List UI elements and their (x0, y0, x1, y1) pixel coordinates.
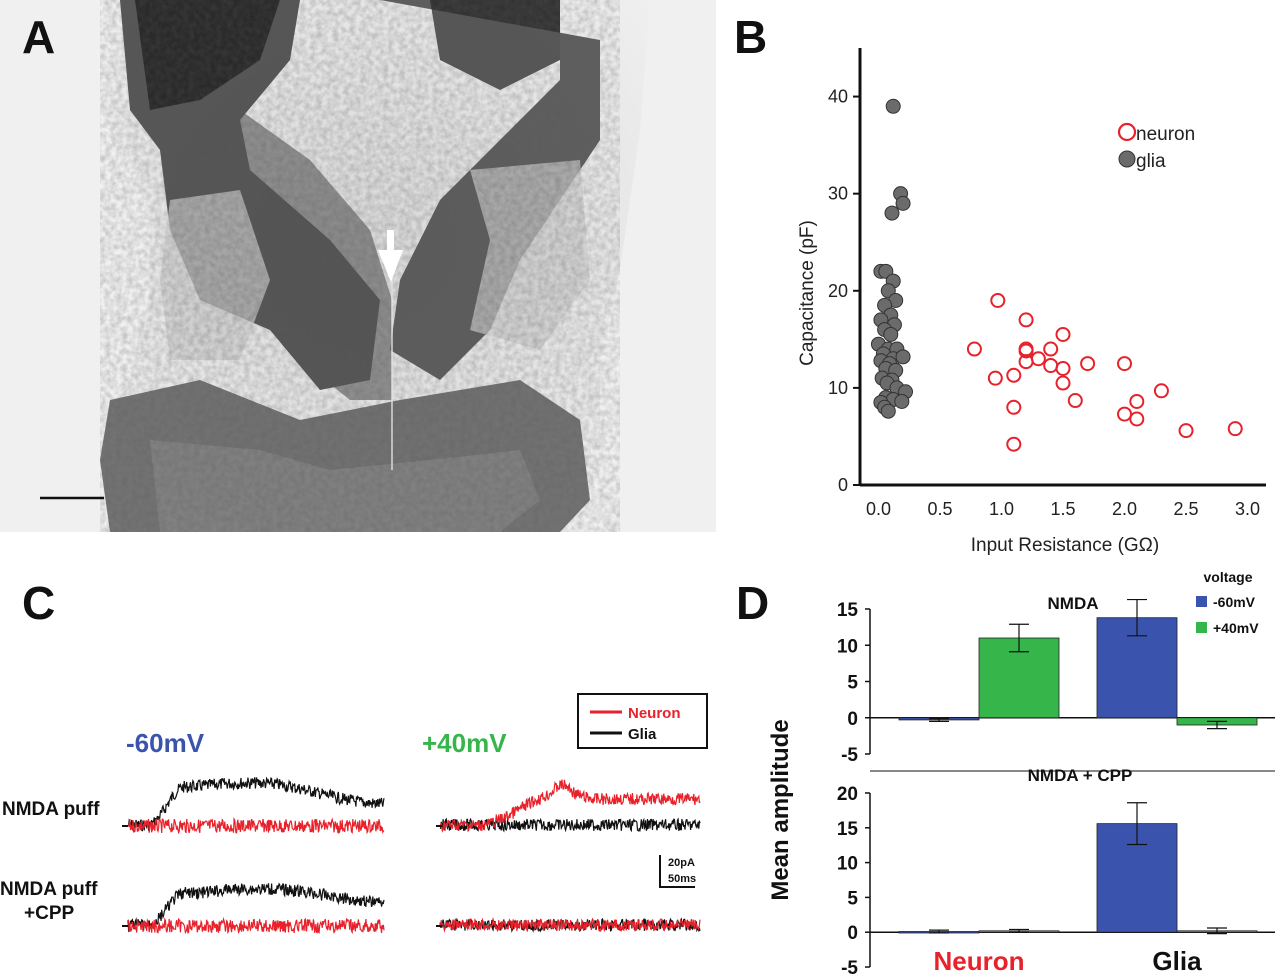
glia-point (895, 195, 911, 211)
micrograph-image (0, 0, 716, 532)
d-top-title: NMDA (1048, 594, 1099, 613)
neuron-point (1055, 375, 1071, 391)
neuron-point (1006, 399, 1022, 415)
glia-point (880, 403, 896, 419)
category-label-neuron: Neuron (934, 946, 1025, 976)
neuron-point (1067, 393, 1083, 409)
d-bottom-y-tick-label: 5 (847, 888, 858, 909)
y-axis-label: Capacitance (pF) (797, 220, 818, 366)
x-tick-label: 2.0 (1112, 499, 1137, 519)
legend-glia-label: glia (1136, 151, 1166, 172)
y-tick-label: 30 (828, 184, 848, 204)
panel-label-c: C (22, 577, 56, 629)
neuron-point (1178, 423, 1194, 439)
panel-label-a: A (22, 11, 56, 63)
scale-current-label: 20pA (668, 857, 695, 869)
glia-point (895, 349, 911, 365)
neuron-point (966, 341, 982, 357)
trace-scale-bar (659, 855, 695, 888)
row-label-nmda-cpp-line1: NMDA puff (0, 879, 98, 900)
legend-neuron-text: Neuron (628, 705, 681, 722)
x-tick-label: 1.0 (989, 499, 1014, 519)
neuron-trace (439, 779, 701, 833)
d-bottom-title: NMDA + CPP (1028, 766, 1133, 785)
d-top-y-tick-label: 10 (837, 636, 858, 657)
neuron-point (1030, 351, 1046, 367)
y-tick-label: 10 (828, 378, 848, 398)
row-label-nmda-puff: NMDA puff (2, 799, 100, 820)
neuron-trace (127, 916, 385, 935)
neuron-point (1043, 341, 1059, 357)
neuron-point (1018, 343, 1034, 359)
y-tick-label: 40 (828, 87, 848, 107)
trace-legend-box (577, 693, 708, 749)
neuron-trace (127, 817, 385, 835)
legend: neuron glia (1117, 122, 1195, 172)
d-top-y-tick-label: 5 (847, 673, 858, 694)
neuron-point (1129, 393, 1145, 409)
d-bottom-y-tick-label: 20 (837, 784, 858, 805)
y-axis-label-d: Mean amplitude (767, 719, 794, 900)
neuron-point (1055, 360, 1071, 376)
neuron-point (1227, 421, 1243, 437)
legend-glia-marker (1118, 150, 1136, 168)
row-label-nmda-cpp-line2: +CPP (24, 903, 74, 924)
x-axis-label: Input Resistance (GΩ) (971, 535, 1159, 556)
neuron-point (1117, 356, 1133, 372)
voltage-label-left: -60mV (126, 728, 205, 758)
neuron-trace (439, 917, 701, 933)
legend-neuron-label: neuron (1136, 124, 1195, 145)
x-tick-label: 2.5 (1174, 499, 1199, 519)
d-bottom-y-tick-label: 10 (837, 854, 858, 875)
neuron-point (990, 292, 1006, 308)
neuron-point (1153, 383, 1169, 399)
neuron-point (1006, 436, 1022, 452)
x-tick-label: 3.0 (1235, 499, 1260, 519)
neuron-point (1043, 358, 1059, 374)
x-tick-label: 1.5 (1050, 499, 1075, 519)
glia-trace (127, 776, 385, 832)
d-bottom-y-tick-label: 15 (837, 819, 859, 840)
neuron-point (1006, 367, 1022, 383)
glia-point (883, 326, 899, 342)
neuron-point (1129, 411, 1145, 427)
glia-point (885, 98, 901, 114)
d-top-y-tick-label: 0 (847, 709, 858, 730)
voltage-label-right: +40mV (422, 728, 507, 758)
legend-neuron-marker (1117, 122, 1137, 142)
d-top-y-tick-label: 15 (837, 600, 859, 621)
panel-label-b: B (734, 11, 768, 63)
d-legend-pos40-label: +40mV (1213, 620, 1259, 636)
d-legend-neg60-label: -60mV (1213, 594, 1256, 610)
d-bottom-y-tick-label: -5 (841, 958, 858, 979)
neuron-point (987, 370, 1003, 386)
legend-glia-text: Glia (628, 726, 657, 743)
bar-charts: Mean amplitude NMDA NMDA + CPP voltage -… (767, 569, 1275, 979)
category-label-glia: Glia (1152, 946, 1202, 976)
scale-time-label: 50ms (668, 873, 696, 885)
current-traces: -60mV +40mV NMDA puff NMDA puff +CPP Neu… (0, 693, 708, 935)
glia-point (894, 393, 910, 409)
x-tick-label: 0.0 (866, 499, 891, 519)
d-top-y-tick-label: -5 (841, 745, 858, 766)
glia-trace (127, 882, 385, 933)
arrow-down-icon (378, 230, 403, 282)
d-legend-neg60-swatch (1196, 596, 1207, 607)
neuron-point (1055, 326, 1071, 342)
scatter-chart: 0 10 20 30 40 0.0 0.5 1.0 1.5 2.0 2.5 3.0 neuron gl… (797, 48, 1266, 556)
neuron-point (1018, 312, 1034, 328)
x-tick-label: 0.5 (927, 499, 952, 519)
d-bottom-y-tick-label: 0 (847, 923, 858, 944)
neuron-point (1117, 406, 1133, 422)
d-legend-title: voltage (1203, 569, 1252, 585)
y-tick-label: 0 (838, 475, 848, 495)
glia-point (884, 205, 900, 221)
y-tick-label: 20 (828, 281, 848, 301)
d-legend-pos40-swatch (1196, 622, 1207, 633)
neuron-point (1080, 356, 1096, 372)
panel-label-d: D (736, 577, 770, 629)
